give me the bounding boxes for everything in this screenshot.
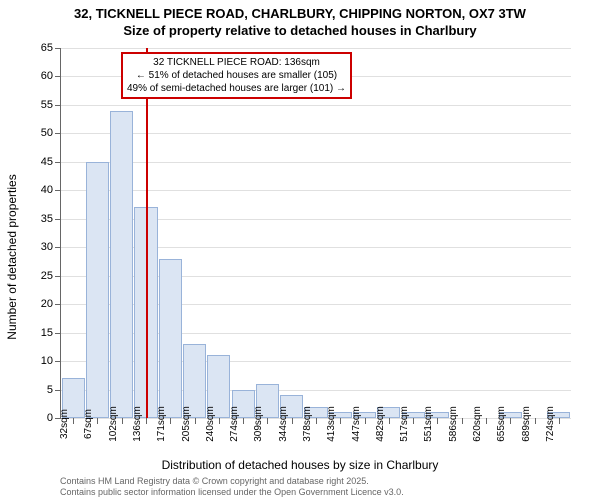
marker-line	[146, 48, 148, 418]
y-tick-label: 50	[41, 127, 53, 139]
x-tick	[486, 418, 487, 424]
y-tick	[55, 361, 61, 362]
gridline	[61, 133, 571, 134]
x-tick	[437, 418, 438, 424]
title-line2: Size of property relative to detached ho…	[0, 23, 600, 40]
x-tick-label: 655sqm	[496, 406, 507, 442]
x-tick	[219, 418, 220, 424]
x-tick	[97, 418, 98, 424]
y-tick	[55, 390, 61, 391]
y-tick	[55, 48, 61, 49]
gridline	[61, 105, 571, 106]
x-tick	[535, 418, 536, 424]
footer-line2: Contains public sector information licen…	[60, 487, 404, 498]
y-tick-label: 10	[41, 355, 53, 367]
title-line1: 32, TICKNELL PIECE ROAD, CHARLBURY, CHIP…	[0, 6, 600, 23]
y-tick-label: 40	[41, 184, 53, 196]
annotation-line: 49% of semi-detached houses are larger (…	[127, 82, 346, 95]
x-tick-label: 67sqm	[83, 409, 94, 439]
x-tick	[292, 418, 293, 424]
x-tick	[122, 418, 123, 424]
x-tick-label: 344sqm	[278, 406, 289, 442]
x-tick-label: 240sqm	[205, 406, 216, 442]
x-tick-label: 274sqm	[229, 406, 240, 442]
footer-line1: Contains HM Land Registry data © Crown c…	[60, 476, 404, 487]
annotation-line: ← 51% of detached houses are smaller (10…	[127, 69, 346, 82]
x-tick-label: 517sqm	[399, 406, 410, 442]
x-tick	[559, 418, 560, 424]
histogram-bar	[86, 162, 109, 418]
annotation-box: 32 TICKNELL PIECE ROAD: 136sqm← 51% of d…	[121, 52, 352, 99]
x-tick	[73, 418, 74, 424]
histogram-bar	[110, 111, 133, 418]
x-tick-label: 205sqm	[181, 406, 192, 442]
x-tick-label: 171sqm	[156, 406, 167, 442]
x-tick	[267, 418, 268, 424]
x-tick	[389, 418, 390, 424]
x-tick	[146, 418, 147, 424]
x-tick	[243, 418, 244, 424]
x-tick	[413, 418, 414, 424]
y-tick-label: 45	[41, 156, 53, 168]
gridline	[61, 162, 571, 163]
y-tick-label: 20	[41, 298, 53, 310]
y-tick-label: 60	[41, 70, 53, 82]
footer-attribution: Contains HM Land Registry data © Crown c…	[60, 476, 404, 498]
x-tick-label: 136sqm	[132, 406, 143, 442]
x-tick	[170, 418, 171, 424]
x-tick-label: 620sqm	[472, 406, 483, 442]
chart-container: 32, TICKNELL PIECE ROAD, CHARLBURY, CHIP…	[0, 0, 600, 500]
gridline	[61, 190, 571, 191]
x-tick-label: 482sqm	[375, 406, 386, 442]
y-tick	[55, 276, 61, 277]
y-tick	[55, 162, 61, 163]
x-tick-label: 551sqm	[423, 406, 434, 442]
y-tick-label: 0	[47, 412, 53, 424]
x-tick-label: 689sqm	[521, 406, 532, 442]
x-tick	[462, 418, 463, 424]
x-tick	[510, 418, 511, 424]
histogram-bar	[159, 259, 182, 418]
annotation-line: 32 TICKNELL PIECE ROAD: 136sqm	[127, 56, 346, 69]
gridline	[61, 48, 571, 49]
y-tick-label: 65	[41, 42, 53, 54]
x-tick-label: 378sqm	[302, 406, 313, 442]
x-tick	[340, 418, 341, 424]
chart-title: 32, TICKNELL PIECE ROAD, CHARLBURY, CHIP…	[0, 0, 600, 40]
y-tick	[55, 190, 61, 191]
x-tick-label: 102sqm	[108, 406, 119, 442]
x-tick-label: 413sqm	[326, 406, 337, 442]
x-tick	[316, 418, 317, 424]
y-tick-label: 25	[41, 270, 53, 282]
x-tick-label: 32sqm	[59, 409, 70, 439]
y-tick	[55, 333, 61, 334]
x-tick	[195, 418, 196, 424]
y-axis-title: Number of detached properties	[5, 174, 19, 339]
y-tick-label: 30	[41, 241, 53, 253]
y-tick	[55, 76, 61, 77]
x-tick	[365, 418, 366, 424]
x-axis-title: Distribution of detached houses by size …	[0, 458, 600, 472]
x-tick-label: 309sqm	[253, 406, 264, 442]
y-tick	[55, 247, 61, 248]
y-tick	[55, 133, 61, 134]
y-tick-label: 55	[41, 99, 53, 111]
x-tick-label: 586sqm	[448, 406, 459, 442]
y-tick	[55, 105, 61, 106]
y-tick-label: 5	[47, 384, 53, 396]
x-tick-label: 447sqm	[351, 406, 362, 442]
y-tick-label: 15	[41, 327, 53, 339]
plot-area: 0510152025303540455055606532sqm67sqm102s…	[60, 48, 571, 419]
y-tick	[55, 219, 61, 220]
x-tick-label: 724sqm	[545, 406, 556, 442]
y-tick-label: 35	[41, 213, 53, 225]
y-tick	[55, 304, 61, 305]
